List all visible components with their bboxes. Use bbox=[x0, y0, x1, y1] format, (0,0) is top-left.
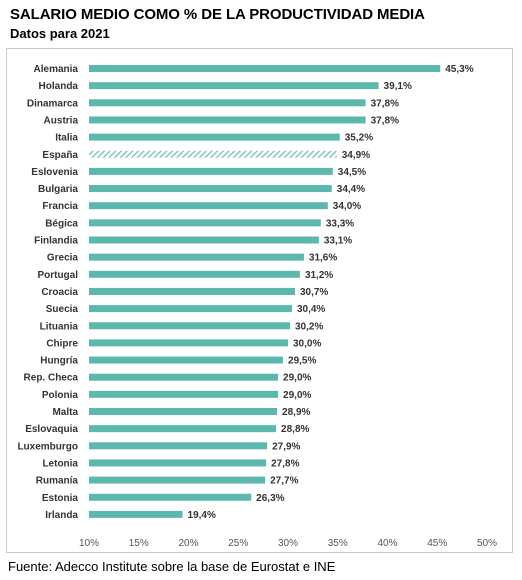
category-label-francia: Francia bbox=[42, 201, 78, 212]
bar-polonia bbox=[89, 390, 279, 398]
bar-letonia bbox=[89, 459, 267, 467]
value-label-finlandia: 33,1% bbox=[324, 236, 352, 247]
value-label-luxemburgo: 27,9% bbox=[272, 441, 300, 452]
x-tick-label: 20% bbox=[178, 538, 198, 549]
category-label-portugal: Portugal bbox=[37, 270, 78, 281]
value-label-bulgaria: 34,4% bbox=[337, 184, 365, 195]
category-label-rumania: Rumanía bbox=[36, 476, 79, 487]
value-label-holanda: 39,1% bbox=[384, 81, 412, 92]
value-label-italia: 35,2% bbox=[345, 133, 373, 144]
bar-grecia bbox=[89, 253, 304, 261]
value-label-eslovaquia: 28,8% bbox=[281, 424, 309, 435]
bar-finlandia bbox=[89, 236, 319, 244]
x-axis: 10% 15% 20% 25% 30% 35% 40% 45% 50% bbox=[79, 538, 497, 549]
category-label-rep-checa: Rep. Checa bbox=[24, 373, 79, 384]
category-label-croacia: Croacia bbox=[41, 287, 78, 298]
category-label-suecia: Suecia bbox=[46, 304, 79, 315]
category-label-polonia: Polonia bbox=[42, 390, 79, 401]
bar-malta bbox=[89, 408, 278, 415]
x-tick-label: 15% bbox=[129, 538, 149, 549]
category-label-lituania: Lituania bbox=[40, 321, 79, 332]
category-label-hungria: Hungría bbox=[40, 356, 78, 367]
category-label-alemania: Alemania bbox=[34, 64, 79, 75]
bar-austria bbox=[89, 116, 366, 124]
value-labels: 45,3% 39,1% 37,8% 37,8% 35,2% 34,9% 34,5% 34,4%… bbox=[188, 64, 474, 521]
bars bbox=[89, 65, 441, 518]
category-labels: Alemania Holanda Dinamarca Austria Italia Esp… bbox=[17, 64, 78, 521]
category-label-estonia: Estonia bbox=[42, 493, 79, 504]
category-label-bulgaria: Bulgaria bbox=[38, 184, 78, 195]
bar-holanda bbox=[89, 82, 379, 90]
value-label-lituania: 30,2% bbox=[295, 321, 323, 332]
value-label-rumania: 27,7% bbox=[270, 476, 298, 487]
value-label-croacia: 30,7% bbox=[300, 287, 328, 298]
category-label-eslovaquia: Eslovaquia bbox=[25, 424, 78, 435]
bar-begica bbox=[89, 219, 321, 227]
category-label-eslovenia: Eslovenia bbox=[31, 167, 78, 178]
value-label-francia: 34,0% bbox=[333, 201, 361, 212]
x-tick-label: 10% bbox=[79, 538, 99, 549]
value-label-chipre: 30,0% bbox=[293, 338, 321, 349]
bar-bulgaria bbox=[89, 185, 332, 193]
bar-francia bbox=[89, 202, 328, 210]
chart-title: SALARIO MEDIO COMO % DE LA PRODUCTIVIDAD… bbox=[10, 6, 425, 23]
bar-eslovaquia bbox=[89, 425, 277, 433]
value-label-polonia: 29,0% bbox=[283, 390, 311, 401]
value-label-suecia: 30,4% bbox=[297, 304, 325, 315]
bar-luxemburgo bbox=[89, 442, 268, 450]
bar-lituania bbox=[89, 322, 290, 330]
bar-estonia bbox=[89, 493, 252, 501]
chart-frame bbox=[6, 48, 513, 553]
bar-eslovenia bbox=[89, 167, 333, 175]
x-tick-label: 35% bbox=[328, 538, 348, 549]
value-label-dinamarca: 37,8% bbox=[371, 98, 399, 109]
category-label-begica: Bégica bbox=[45, 218, 78, 229]
bar-rep-checa bbox=[89, 373, 279, 381]
category-label-irlanda: Irlanda bbox=[45, 510, 78, 521]
x-tick-label: 50% bbox=[477, 538, 497, 549]
value-label-alemania: 45,3% bbox=[445, 64, 473, 75]
bar-rumania bbox=[89, 476, 266, 484]
value-label-estonia: 26,3% bbox=[256, 493, 284, 504]
x-tick-label: 45% bbox=[427, 538, 447, 549]
value-label-irlanda: 19,4% bbox=[188, 510, 216, 521]
bar-espana bbox=[89, 150, 337, 158]
value-label-grecia: 31,6% bbox=[309, 253, 337, 264]
category-label-luxemburgo: Luxemburgo bbox=[17, 441, 78, 452]
chart-subtitle: Datos para 2021 bbox=[10, 26, 110, 41]
x-tick-label: 30% bbox=[278, 538, 298, 549]
category-label-italia: Italia bbox=[55, 133, 78, 144]
category-label-letonia: Letonia bbox=[42, 458, 78, 469]
category-label-finlandia: Finlandia bbox=[34, 236, 78, 247]
bar-chipre bbox=[89, 339, 288, 347]
x-tick-label: 25% bbox=[228, 538, 248, 549]
value-label-malta: 28,9% bbox=[282, 407, 310, 418]
value-label-portugal: 31,2% bbox=[305, 270, 333, 281]
source-note: Fuente: Adecco Institute sobre la base d… bbox=[8, 559, 336, 574]
category-label-malta: Malta bbox=[52, 407, 78, 418]
x-tick-label: 40% bbox=[377, 538, 397, 549]
category-label-austria: Austria bbox=[44, 115, 79, 126]
category-label-dinamarca: Dinamarca bbox=[27, 98, 79, 109]
bar-irlanda bbox=[89, 510, 183, 518]
value-label-begica: 33,3% bbox=[326, 218, 354, 229]
bar-italia bbox=[89, 133, 340, 141]
bar-portugal bbox=[89, 270, 300, 278]
bar-suecia bbox=[89, 305, 292, 313]
category-label-chipre: Chipre bbox=[46, 338, 78, 349]
category-label-espana: España bbox=[42, 150, 78, 161]
value-label-espana: 34,9% bbox=[342, 150, 370, 161]
value-label-letonia: 27,8% bbox=[271, 458, 299, 469]
value-label-austria: 37,8% bbox=[371, 115, 399, 126]
bar-croacia bbox=[89, 287, 295, 295]
bar-hungria bbox=[89, 356, 284, 364]
value-label-eslovenia: 34,5% bbox=[338, 167, 366, 178]
value-label-rep-checa: 29,0% bbox=[283, 373, 311, 384]
bar-dinamarca bbox=[89, 99, 366, 107]
bar-alemania bbox=[89, 65, 441, 72]
category-label-holanda: Holanda bbox=[39, 81, 79, 92]
value-label-hungria: 29,5% bbox=[288, 356, 316, 367]
category-label-grecia: Grecia bbox=[47, 253, 79, 264]
